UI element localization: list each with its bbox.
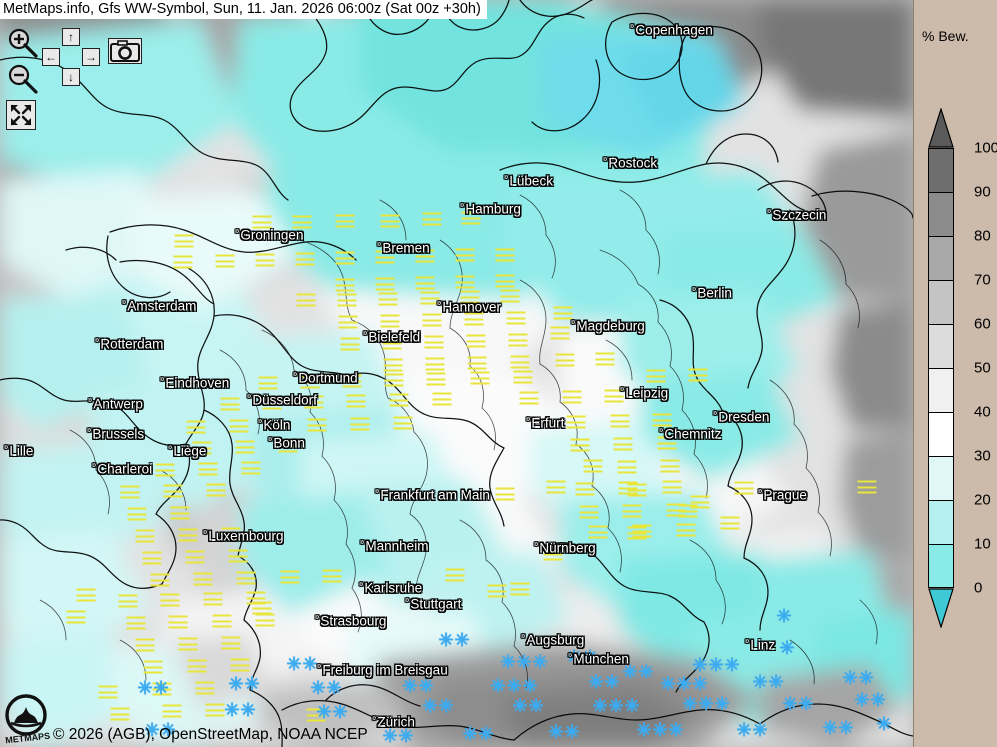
colorbar-tick-label: 80 <box>974 227 991 245</box>
map-title: MetMaps.info, Gfs WW-Symbol, Sun, 11. Ja… <box>0 0 487 19</box>
colorbar-tick-label: 10 <box>974 535 991 553</box>
colorbar-segment <box>928 324 954 368</box>
colorbar-tick-label: 50 <box>974 359 991 377</box>
pan-up-button[interactable]: ↑ <box>62 28 80 46</box>
attribution-text: © 2026 (AGB), OpenStreetMap, NOAA NCEP <box>53 726 368 743</box>
colorbar-segment <box>928 280 954 324</box>
colorbar-segment <box>928 412 954 456</box>
colorbar-over-cap <box>928 107 954 148</box>
pan-left-button[interactable]: ← <box>42 48 60 66</box>
colorbar-tick-label: 100 <box>974 139 997 157</box>
colorbar-tick-label: 30 <box>974 447 991 465</box>
map-raster <box>0 0 913 747</box>
logo-wordmark: METMAPS <box>5 731 51 745</box>
legend-panel: % Bew. 100 90 80 70 60 50 40 30 20 10 0 <box>913 0 997 747</box>
colorbar-tick-label: 0 <box>974 579 983 597</box>
pan-right-button[interactable]: → <box>82 48 100 66</box>
colorbar: 100 90 80 70 60 50 40 30 20 10 0 <box>928 107 997 629</box>
zoom-in-icon[interactable] <box>6 26 40 60</box>
colorbar-under-cap <box>928 588 954 629</box>
legend-unit-label: % Bew. <box>922 28 969 44</box>
camera-icon[interactable] <box>108 38 142 64</box>
colorbar-tick-label: 70 <box>974 271 991 289</box>
colorbar-tick-label: 60 <box>974 315 991 333</box>
colorbar-segment <box>928 544 954 588</box>
fullscreen-icon[interactable] <box>6 100 36 130</box>
colorbar-segment <box>928 456 954 500</box>
pan-down-button[interactable]: ↓ <box>62 68 80 86</box>
colorbar-tick-label: 20 <box>974 491 991 509</box>
colorbar-segment <box>928 148 954 192</box>
colorbar-segment <box>928 500 954 544</box>
colorbar-segment <box>928 368 954 412</box>
zoom-out-icon[interactable] <box>6 62 40 96</box>
colorbar-tick-label: 90 <box>974 183 991 201</box>
colorbar-segment <box>928 236 954 280</box>
metmaps-logo: METMAPS <box>2 693 54 745</box>
colorbar-segment <box>928 192 954 236</box>
colorbar-tick-label: 40 <box>974 403 991 421</box>
map-canvas[interactable]: ✳ ✳ ✳ ✳ ✳ ✳ ✳ ✳ ✳ ✳ ✳ ✳ ✳ ✳ ✳ ✳ ✳ ✳ ✳ ✳ ✳ ✳ ✳ ✳ ✳ ✳ ✳ ✳ ✳ ✳ ✳ ✳ ✳ ✳ ✳ ✳ ✳ ✳ ✳ ✳… <box>0 0 913 747</box>
